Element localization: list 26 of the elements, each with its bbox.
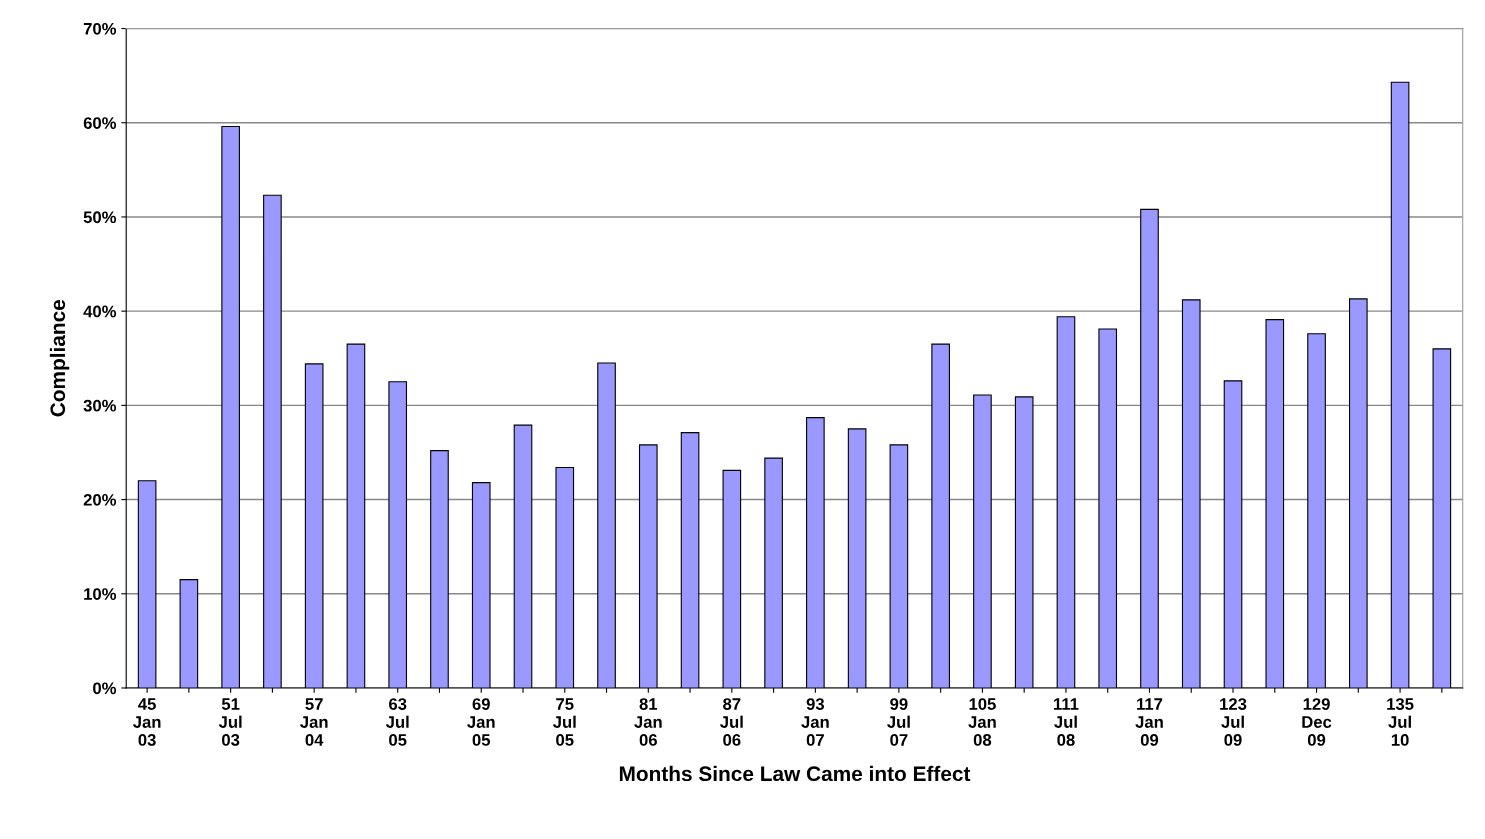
x-axis-title: Months Since Law Came into Effect <box>619 765 971 782</box>
x-tick-label: 105 Jan 08 <box>968 698 996 746</box>
x-tick-label: 51 Jul 03 <box>218 698 242 746</box>
y-tick-label: 30% <box>83 399 117 412</box>
x-tick-label: 69 Jan 05 <box>467 698 495 746</box>
y-tick-label: 40% <box>83 305 117 318</box>
x-tick-label: 111 Jul 08 <box>1054 698 1079 746</box>
x-tick-label: 57 Jan 04 <box>300 698 328 746</box>
x-tick-label: 75 Jul 05 <box>552 698 576 746</box>
x-tick-label: 81 Jan 06 <box>634 698 662 746</box>
x-tick-label: 117 Jan 09 <box>1135 698 1163 746</box>
y-tick-label: 70% <box>83 22 117 35</box>
y-tick-label: 20% <box>83 493 117 506</box>
y-tick-label: 50% <box>83 211 117 224</box>
y-tick-label: 10% <box>84 588 117 600</box>
y-tick-label: 0% <box>93 682 117 695</box>
x-tick-label: 87 Jul 06 <box>720 698 743 746</box>
x-tick-label: 123 Jul 09 <box>1220 698 1247 746</box>
y-axis-title: Compliance <box>49 299 70 417</box>
x-tick-label: 45 Jan 03 <box>133 698 161 746</box>
x-tick-label: 93 Jan 07 <box>801 698 829 746</box>
x-tick-label: 99 Jul 07 <box>887 698 910 746</box>
y-tick-label: 60% <box>83 117 117 129</box>
x-tick-label: 129 Dec 09 <box>1302 698 1332 746</box>
x-tick-label: 135 Jul 10 <box>1387 698 1414 746</box>
x-tick-label: 63 Jul 05 <box>385 698 409 746</box>
